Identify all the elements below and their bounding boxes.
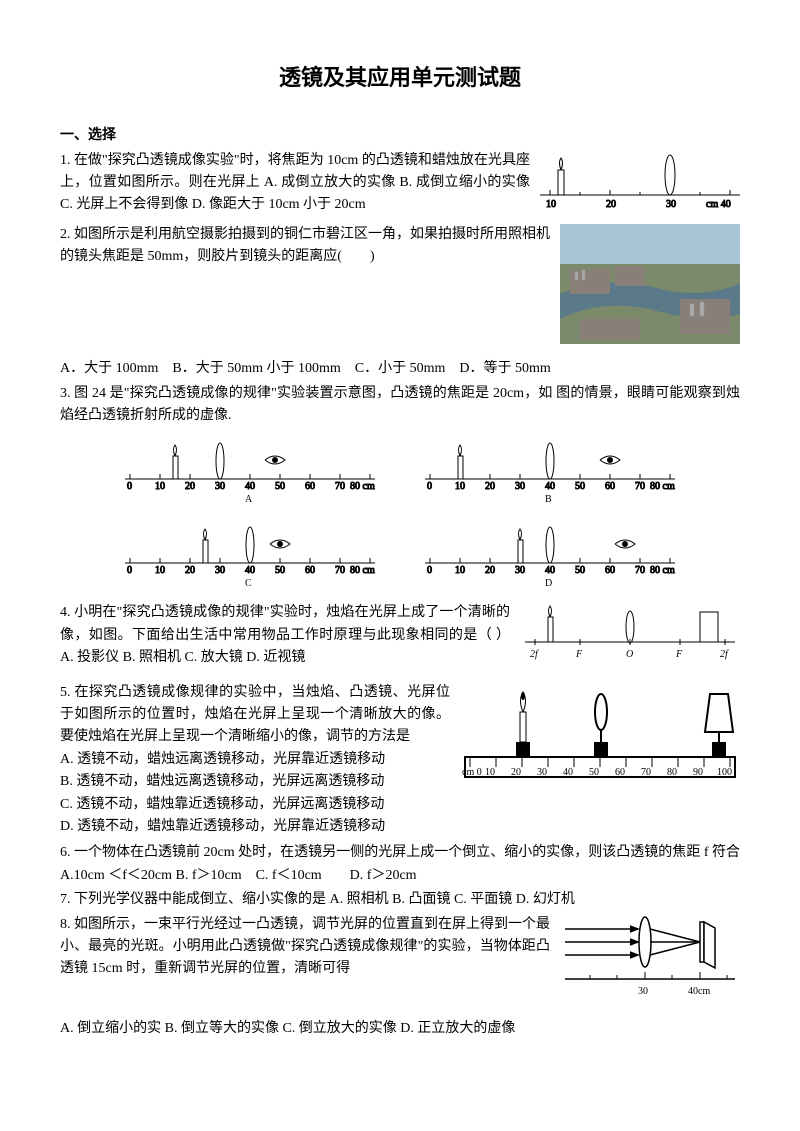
- svg-text:70: 70: [641, 767, 651, 778]
- svg-text:70: 70: [635, 565, 645, 576]
- svg-text:2f: 2f: [530, 649, 539, 660]
- svg-text:70: 70: [635, 481, 645, 492]
- svg-text:2f: 2f: [720, 649, 729, 660]
- svg-text:70: 70: [335, 481, 345, 492]
- q2-photo: [560, 224, 740, 352]
- svg-text:20: 20: [485, 481, 495, 492]
- svg-text:40: 40: [545, 565, 555, 576]
- svg-text:50: 50: [575, 481, 585, 492]
- svg-text:20: 20: [606, 199, 616, 210]
- svg-text:cm 0: cm 0: [462, 767, 482, 778]
- q1-diagram: 10 20 30 cm 40: [540, 150, 740, 218]
- svg-text:10: 10: [155, 481, 165, 492]
- lens-icon: [594, 694, 608, 757]
- svg-text:cm 40: cm 40: [706, 199, 731, 210]
- svg-text:F: F: [675, 649, 683, 660]
- svg-text:80 cm: 80 cm: [350, 565, 375, 576]
- svg-text:20: 20: [511, 767, 521, 778]
- svg-text:30: 30: [515, 481, 525, 492]
- svg-text:40: 40: [245, 481, 255, 492]
- svg-text:30: 30: [666, 199, 676, 210]
- candle-icon: [516, 692, 530, 757]
- q3-diagram-b: 0 10 20 30 40 50 60 70 80 cm B: [420, 434, 680, 512]
- svg-text:B: B: [545, 494, 552, 504]
- svg-text:40cm: 40cm: [688, 986, 710, 997]
- q4-diagram: 2f F O F 2f: [520, 602, 740, 675]
- q2-text: 2. 如图所示是利用航空摄影拍摄到的铜仁市碧江区一角，如果拍摄时所用照相机的镜头…: [60, 227, 550, 264]
- svg-text:70: 70: [335, 565, 345, 576]
- q3-diagram-c: 0 10 20 30 40 50 60 70 80 cm C: [120, 518, 380, 596]
- svg-text:50: 50: [275, 481, 285, 492]
- svg-text:40: 40: [563, 767, 573, 778]
- svg-text:50: 50: [275, 565, 285, 576]
- svg-text:0: 0: [127, 565, 132, 576]
- q3-diagram-a: 0 10 20 30 40 50 60 70 80 cm A: [120, 434, 380, 512]
- svg-text:10: 10: [485, 767, 495, 778]
- q3-row2: 0 10 20 30 40 50 60 70 80 cm C 0 10 20 3: [60, 518, 740, 596]
- svg-text:30: 30: [537, 767, 547, 778]
- svg-text:60: 60: [305, 481, 315, 492]
- svg-text:60: 60: [605, 481, 615, 492]
- q1-text: 1. 在做"探究凸透镜成像实验"时，将焦距为 10cm 的凸透镜和蜡烛放在光具座…: [60, 153, 530, 213]
- svg-text:40: 40: [245, 565, 255, 576]
- svg-text:F: F: [575, 649, 583, 660]
- svg-text:80 cm: 80 cm: [650, 565, 675, 576]
- svg-text:60: 60: [605, 565, 615, 576]
- svg-text:30: 30: [215, 565, 225, 576]
- question-2: 2. 如图所示是利用航空摄影拍摄到的铜仁市碧江区一角，如果拍摄时所用照相机的镜头…: [60, 224, 740, 269]
- svg-text:80 cm: 80 cm: [650, 481, 675, 492]
- lens-icon: [665, 155, 675, 195]
- q5-text: 5. 在探究凸透镜成像规律的实验中，当烛焰、凸透镜、光屏位于如图所示的位置时，烛…: [60, 685, 450, 745]
- q8-options: A. 倒立缩小的实 B. 倒立等大的实像 C. 倒立放大的实像 D. 正立放大的…: [60, 1018, 740, 1040]
- svg-text:20: 20: [185, 481, 195, 492]
- svg-text:D: D: [545, 578, 552, 588]
- svg-text:100: 100: [717, 767, 732, 778]
- svg-text:0: 0: [427, 565, 432, 576]
- svg-text:20: 20: [185, 565, 195, 576]
- svg-text:80: 80: [667, 767, 677, 778]
- svg-text:C: C: [245, 578, 252, 588]
- svg-text:90: 90: [693, 767, 703, 778]
- q2-options: A．大于 100mm B．大于 50mm 小于 100mm C．小于 50mm …: [60, 358, 740, 380]
- question-8: 30 40cm 8. 如图所示，一束平行光经过一凸透镜，调节光屏的位置直到在屏上…: [60, 914, 740, 981]
- svg-text:10: 10: [155, 565, 165, 576]
- q3-row1: 0 10 20 30 40 50 60 70 80 cm A 0 10 20 3: [60, 434, 740, 512]
- svg-text:O: O: [626, 649, 633, 660]
- svg-text:60: 60: [615, 767, 625, 778]
- svg-text:20: 20: [485, 565, 495, 576]
- q5-optD: D. 透镜不动，蜡烛靠近透镜移动，光屏靠近透镜移动: [60, 816, 740, 838]
- svg-text:10: 10: [455, 481, 465, 492]
- screen-icon: [705, 694, 733, 757]
- svg-text:10: 10: [455, 565, 465, 576]
- svg-text:10: 10: [546, 199, 556, 210]
- question-4: 2f F O F 2f 4. 小明在"探究凸透镜成像的规律"实验时，烛焰在光屏上…: [60, 602, 740, 669]
- question-6: 6. 一个物体在凸透镜前 20cm 处时，在透镜另一侧的光屏上成一个倒立、缩小的…: [60, 842, 740, 887]
- q3-diagram-d: 0 10 20 30 40 50 60 70 80 cm D: [420, 518, 680, 596]
- question-5: 10 20 30 40 50 60 70 80 90 100 cm 0: [60, 682, 740, 839]
- svg-text:80 cm: 80 cm: [350, 481, 375, 492]
- question-1: 10 20 30 cm 40 1. 在做"探究凸透镜成像实验"时，将焦距为 10…: [60, 150, 740, 217]
- svg-text:A: A: [245, 494, 253, 504]
- svg-text:30: 30: [515, 565, 525, 576]
- svg-text:0: 0: [427, 481, 432, 492]
- svg-text:60: 60: [305, 565, 315, 576]
- q8-diagram: 30 40cm: [560, 914, 740, 1012]
- candle-icon: [558, 158, 564, 195]
- q4-text: 4. 小明在"探究凸透镜成像的规律"实验时，烛焰在光屏上成了一个清晰的像，如图。…: [60, 605, 510, 665]
- question-7: 7. 下列光学仪器中能成倒立、缩小实像的是 A. 照相机 B. 凸面镜 C. 平…: [60, 889, 740, 911]
- svg-text:50: 50: [575, 565, 585, 576]
- q8-text: 8. 如图所示，一束平行光经过一凸透镜，调节光屏的位置直到在屏上得到一个最小、最…: [60, 917, 550, 977]
- svg-text:40: 40: [545, 481, 555, 492]
- svg-text:30: 30: [215, 481, 225, 492]
- q5-diagram: 10 20 30 40 50 60 70 80 90 100 cm 0: [460, 682, 740, 800]
- question-3: 3. 图 24 是"探究凸透镜成像的规律"实验装置示意图，凸透镜的焦距是 20c…: [60, 383, 740, 428]
- svg-text:0: 0: [127, 481, 132, 492]
- page-title: 透镜及其应用单元测试题: [60, 60, 740, 95]
- section-header: 一、选择: [60, 125, 740, 147]
- svg-text:50: 50: [589, 767, 599, 778]
- svg-text:30: 30: [638, 986, 648, 997]
